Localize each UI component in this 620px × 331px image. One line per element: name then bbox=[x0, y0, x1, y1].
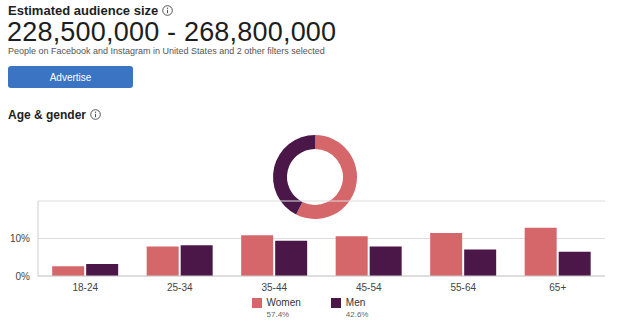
svg-text:55-64: 55-64 bbox=[450, 282, 476, 293]
html-text:228,500,000 - 268,800,000: 228,500,000 - 268,800,000 bbox=[7, 17, 337, 47]
html-text:Advertise: Advertise bbox=[49, 71, 92, 83]
html-text:Age & gender: Age & gender bbox=[8, 108, 86, 122]
svg-text:0%: 0% bbox=[16, 271, 31, 282]
svg-text:18-24: 18-24 bbox=[72, 282, 98, 293]
svg-text:65+: 65+ bbox=[549, 282, 566, 293]
svg-text:45-54: 45-54 bbox=[356, 282, 382, 293]
svg-text:25-34: 25-34 bbox=[167, 282, 193, 293]
html-text:42.6%: 42.6% bbox=[345, 310, 369, 319]
html-text:Women: Women bbox=[266, 297, 301, 308]
svg-text:10%: 10% bbox=[10, 233, 30, 244]
html-text:57.4%: 57.4% bbox=[266, 310, 290, 319]
html-text:Estimated audience size: Estimated audience size bbox=[8, 3, 159, 18]
svg-text:35-44: 35-44 bbox=[261, 282, 287, 293]
html-text:Men: Men bbox=[345, 297, 366, 308]
html-text:People on Facebook and Instagr: People on Facebook and Instagram in Unit… bbox=[8, 46, 325, 56]
